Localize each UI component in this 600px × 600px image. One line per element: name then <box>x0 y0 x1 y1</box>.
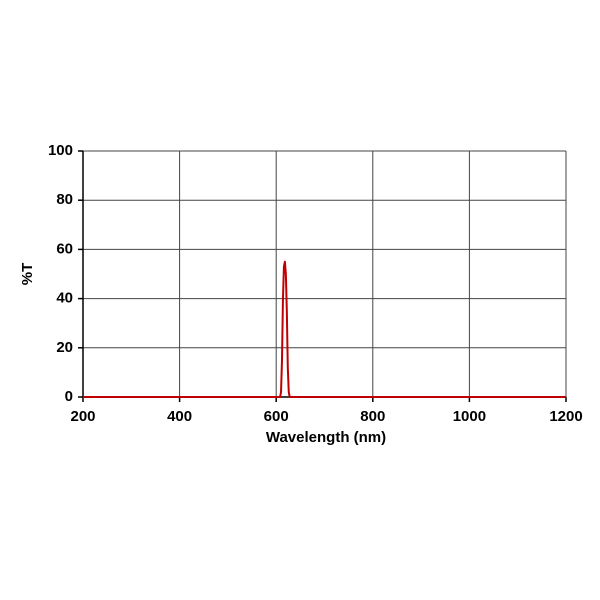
x-tick-label: 1000 <box>453 408 486 425</box>
y-axis-label: %T <box>19 263 36 286</box>
x-tick-label: 800 <box>360 408 385 425</box>
x-tick-label: 1200 <box>549 408 582 425</box>
y-tick-label: 60 <box>56 240 73 257</box>
y-tick-label: 100 <box>48 142 73 159</box>
y-tick-label: 0 <box>65 388 73 405</box>
x-tick-label: 400 <box>167 408 192 425</box>
x-tick-label: 600 <box>264 408 289 425</box>
y-tick-label: 80 <box>56 191 73 208</box>
data-line <box>83 260 566 398</box>
y-tick-label: 40 <box>56 290 73 307</box>
x-tick-label: 200 <box>70 408 95 425</box>
y-tick-label: 20 <box>56 339 73 356</box>
x-axis-label: Wavelength (nm) <box>266 429 386 446</box>
